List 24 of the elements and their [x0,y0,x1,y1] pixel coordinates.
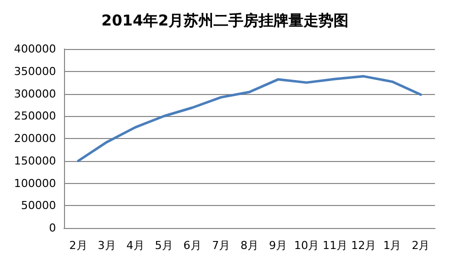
x-tick-label: 8月 [240,239,258,252]
x-tick-label: 2月 [69,239,88,252]
y-tick-label: 400000 [14,42,56,56]
x-tick-label: 11月 [322,239,348,252]
x-tick-label: 4月 [126,239,144,252]
x-tick-label: 6月 [183,239,202,252]
x-tick-label: 2月 [412,239,430,252]
x-tick-label: 7月 [212,239,230,252]
y-tick-label: 350000 [14,64,56,78]
x-tick-label: 3月 [98,239,116,252]
y-tick-label: 200000 [14,132,56,145]
chart-title: 2014年2月苏州二手房挂牌量走势图 [101,12,349,30]
x-tick-label: 5月 [154,239,173,252]
y-tick-label: 100000 [14,176,56,190]
x-tick-label: 12月 [351,239,376,252]
x-tick-label: 9月 [269,239,288,252]
y-tick-label: 0 [49,222,56,234]
x-tick-label: 1月 [383,239,402,252]
y-tick-label: 150000 [14,154,56,168]
y-tick-label: 250000 [14,110,56,123]
line-series [77,75,422,162]
y-tick-label: 300000 [14,87,56,100]
x-tick-label: 10月 [294,239,320,252]
y-tick-label: 50000 [21,199,56,212]
